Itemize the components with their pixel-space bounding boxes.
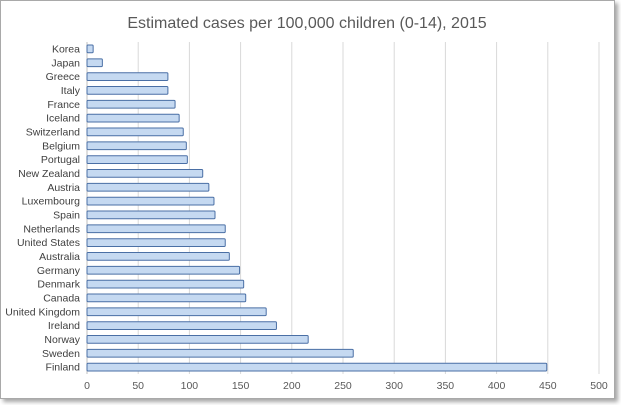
category-label: Portugal [41,154,80,166]
category-label: Austria [47,182,80,194]
bar-australia [86,252,230,261]
x-tick-labels: 0 50 100 150 200 250 300 350 400 450 500 [84,380,608,392]
x-tick-label: 250 [334,380,352,392]
bar-iceland [86,113,180,123]
category-label: Greece [46,71,81,83]
bar-chart: Estimated cases per 100,000 children (0-… [5,15,608,392]
bar-netherlands [86,224,226,234]
x-tick-label: 400 [488,380,506,392]
category-label: Ireland [48,320,80,332]
bar-spain [86,210,216,220]
category-label: Belgium [42,140,80,152]
category-label: Norway [44,334,80,346]
gridlines [86,42,600,374]
bar-ireland [86,321,277,330]
bar-luxembourg [86,196,215,206]
bar-united-kingdom [86,307,267,317]
x-tick-label: 0 [84,380,90,392]
x-tick-label: 200 [283,380,301,392]
category-label: Sweden [42,348,80,360]
bar-finland [86,362,548,372]
category-label: Canada [43,292,80,304]
bar-greece [86,72,169,81]
x-tick-label: 150 [232,380,250,392]
x-tick-label: 450 [539,380,557,392]
bar-austria [86,182,210,192]
x-tick-label: 300 [385,380,403,392]
chart-title: Estimated cases per 100,000 children (0-… [127,15,486,32]
category-label: Germany [37,265,81,277]
bar-germany [86,265,241,275]
bar-belgium [86,141,187,151]
bar-italy [86,86,169,95]
bar-japan [86,58,103,68]
category-label: Italy [61,85,81,97]
category-label: Spain [53,209,80,221]
category-labels: Korea Japan Greece Italy France IcelandSwitze… [5,43,80,373]
bar-korea [86,44,94,54]
category-label: Japan [51,57,80,69]
category-label: Netherlands [23,223,80,235]
chart-frame: Estimated cases per 100,000 children (0-… [0,0,615,399]
bar-new-zealand [86,169,204,178]
category-label: Luxembourg [22,196,81,208]
bar-portugal [86,155,188,164]
x-tick-label: 50 [132,380,144,392]
bar-canada [86,293,247,303]
category-label: Denmark [37,279,80,291]
category-label: Australia [39,251,80,263]
bar-sweden [86,348,354,358]
bar-denmark [86,279,245,289]
x-tick-label: 500 [590,380,608,392]
category-label: France [47,99,80,111]
bar-switzerland [86,127,184,137]
category-label: Switzerland [26,126,80,138]
bar-norway [86,335,309,344]
category-label: New Zealand [18,168,80,180]
x-tick-label: 350 [437,380,455,392]
bars [86,44,548,372]
category-label: Finland [46,362,81,374]
bar-united-states [86,238,226,247]
category-label: United Kingdom [5,306,80,318]
bar-france [86,99,176,109]
x-tick-label: 100 [181,380,199,392]
category-label: United States [17,237,80,249]
category-label: Iceland [46,113,80,125]
category-label: Korea [52,43,80,55]
